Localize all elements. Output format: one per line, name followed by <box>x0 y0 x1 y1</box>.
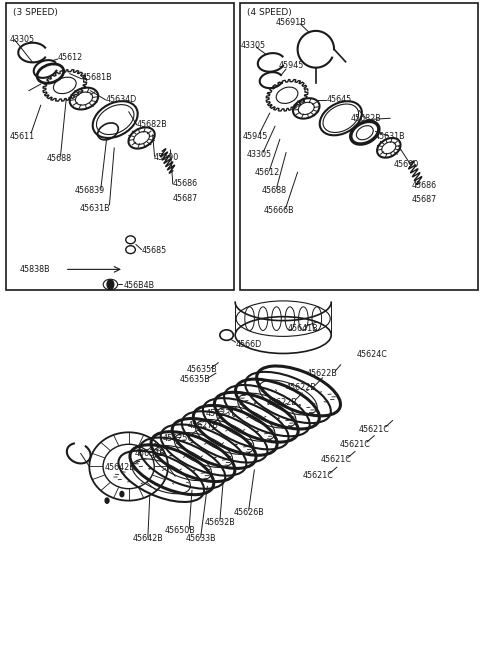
Text: 45611: 45611 <box>10 132 35 141</box>
Text: 45682B: 45682B <box>350 114 381 123</box>
Circle shape <box>107 280 114 289</box>
Text: 45945: 45945 <box>278 61 304 70</box>
Text: 45622B: 45622B <box>286 383 317 392</box>
Text: 45612: 45612 <box>254 168 280 177</box>
Text: 45633B: 45633B <box>186 534 216 543</box>
Text: (4 SPEED): (4 SPEED) <box>247 8 292 17</box>
Text: 45691B: 45691B <box>276 18 307 28</box>
Text: 45686: 45686 <box>173 179 198 189</box>
Circle shape <box>120 491 124 497</box>
Text: 45688: 45688 <box>47 154 72 164</box>
Text: 45634D: 45634D <box>106 95 137 104</box>
Text: 45682B: 45682B <box>137 120 168 129</box>
Text: 45635B: 45635B <box>180 375 211 384</box>
Text: 45622B: 45622B <box>306 369 337 378</box>
Text: 45621C: 45621C <box>359 424 389 434</box>
Text: 45612: 45612 <box>58 53 83 62</box>
Bar <box>6 3 234 290</box>
Text: 45631B: 45631B <box>79 204 110 213</box>
Text: 456B4B: 456B4B <box>124 281 155 290</box>
Text: 45685: 45685 <box>142 246 168 256</box>
Text: 456839: 456839 <box>74 186 105 195</box>
Text: 45621C: 45621C <box>302 471 333 480</box>
Text: 45624C: 45624C <box>357 350 388 359</box>
Text: (3 SPEED): (3 SPEED) <box>13 8 58 17</box>
Text: 45625C: 45625C <box>162 434 193 443</box>
Text: 45650B: 45650B <box>165 526 196 535</box>
Text: 45645: 45645 <box>326 95 352 104</box>
Text: 45838B: 45838B <box>19 265 50 274</box>
Text: 45642B: 45642B <box>133 534 164 543</box>
Text: 4566D: 4566D <box>235 340 262 349</box>
Text: 45945: 45945 <box>242 132 268 141</box>
Text: 45623T: 45623T <box>205 409 235 419</box>
Text: 45637B: 45637B <box>134 449 165 458</box>
Text: 43305: 43305 <box>246 150 271 159</box>
Text: 45631B: 45631B <box>374 132 405 141</box>
Text: 45635B: 45635B <box>186 365 217 374</box>
Text: 45627B: 45627B <box>187 421 218 430</box>
Text: 45687: 45687 <box>173 194 198 203</box>
Text: 45688: 45688 <box>262 186 287 195</box>
Text: 45622B: 45622B <box>266 397 297 407</box>
Text: 43305: 43305 <box>241 41 266 51</box>
Text: 45690: 45690 <box>394 160 419 169</box>
Text: 45686: 45686 <box>412 181 437 190</box>
Text: 45641B: 45641B <box>288 324 319 333</box>
Text: 45687: 45687 <box>412 195 437 204</box>
Bar <box>240 3 478 290</box>
Text: 45681B: 45681B <box>82 73 112 82</box>
Text: 45666B: 45666B <box>264 206 295 215</box>
Text: 45621C: 45621C <box>340 440 371 449</box>
Circle shape <box>105 498 109 503</box>
Text: 43305: 43305 <box>10 35 35 44</box>
Text: 45626B: 45626B <box>233 508 264 517</box>
Text: 45690: 45690 <box>154 153 179 162</box>
Text: 45642B: 45642B <box>104 463 135 472</box>
Text: 45632B: 45632B <box>204 518 235 528</box>
Text: 45621C: 45621C <box>321 455 351 464</box>
